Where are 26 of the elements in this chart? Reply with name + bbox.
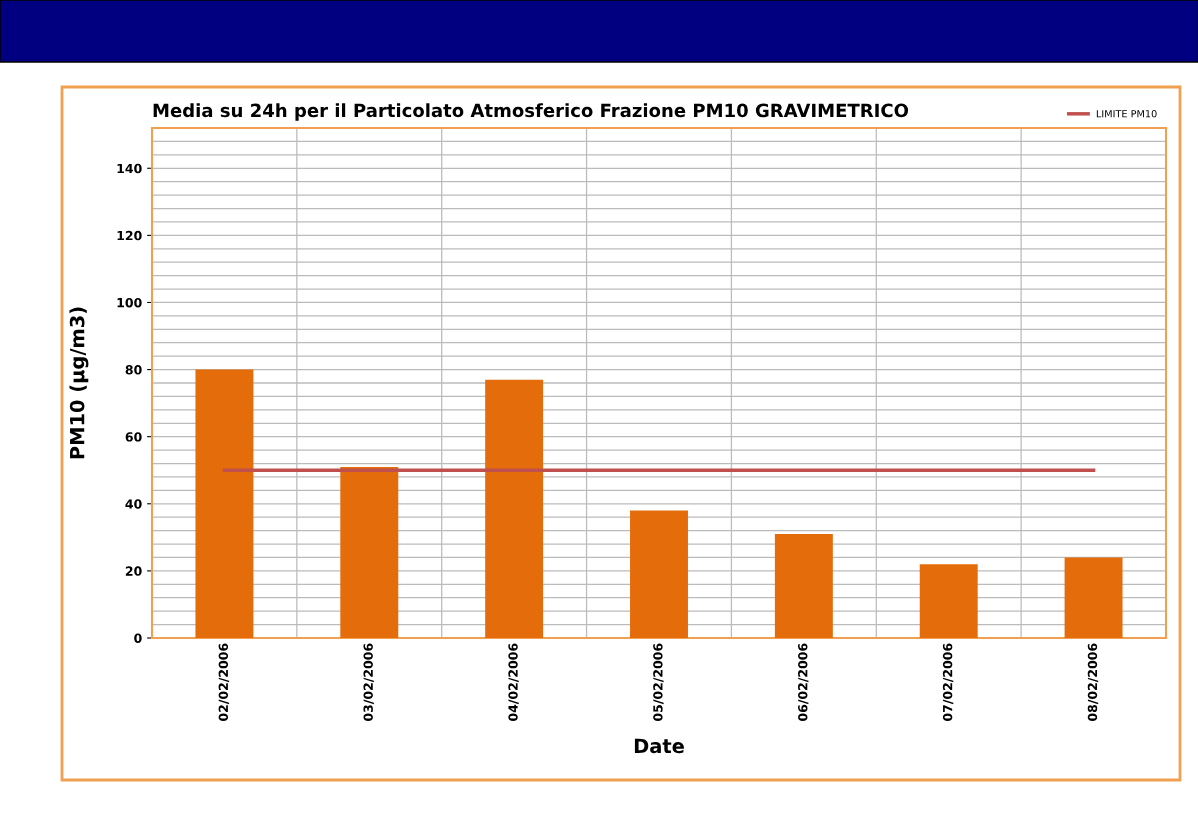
x-tick-label: 04/02/2006 [508,643,519,721]
bar [1064,557,1123,638]
bar [630,510,688,638]
y-tick-label: 60 [125,432,142,442]
x-tick-label: 05/02/2006 [653,643,664,721]
x-tick-label: 07/02/2006 [942,643,954,721]
y-tick-label: 120 [117,230,142,241]
bar [485,379,544,638]
x-tick-label: 08/02/2006 [1087,643,1099,721]
x-axis-title: Date [634,738,684,754]
y-tick-label: 140 [117,163,142,174]
x-tick-label: 03/02/2006 [363,643,374,721]
x-tick-label: 06/02/2006 [798,643,809,721]
bar [774,533,833,638]
chart-title: Media su 24h per il Particolato Atmosferico Frazione PM10 GRAVIMETRICO [153,103,909,121]
y-tick-label: 100 [117,297,142,308]
y-tick-label: 80 [125,365,142,375]
bar [340,466,399,638]
bar [919,564,978,638]
x-tick-label: 02/02/2006 [218,643,230,721]
y-axis-title: PM10 (µg/m3) [69,307,89,459]
bar [195,369,254,638]
legend-label: LIMITE PM10 [1096,110,1157,118]
y-tick-label: 20 [125,566,142,576]
y-tick-label: 40 [125,499,142,509]
y-tick-label: 0 [134,633,142,643]
